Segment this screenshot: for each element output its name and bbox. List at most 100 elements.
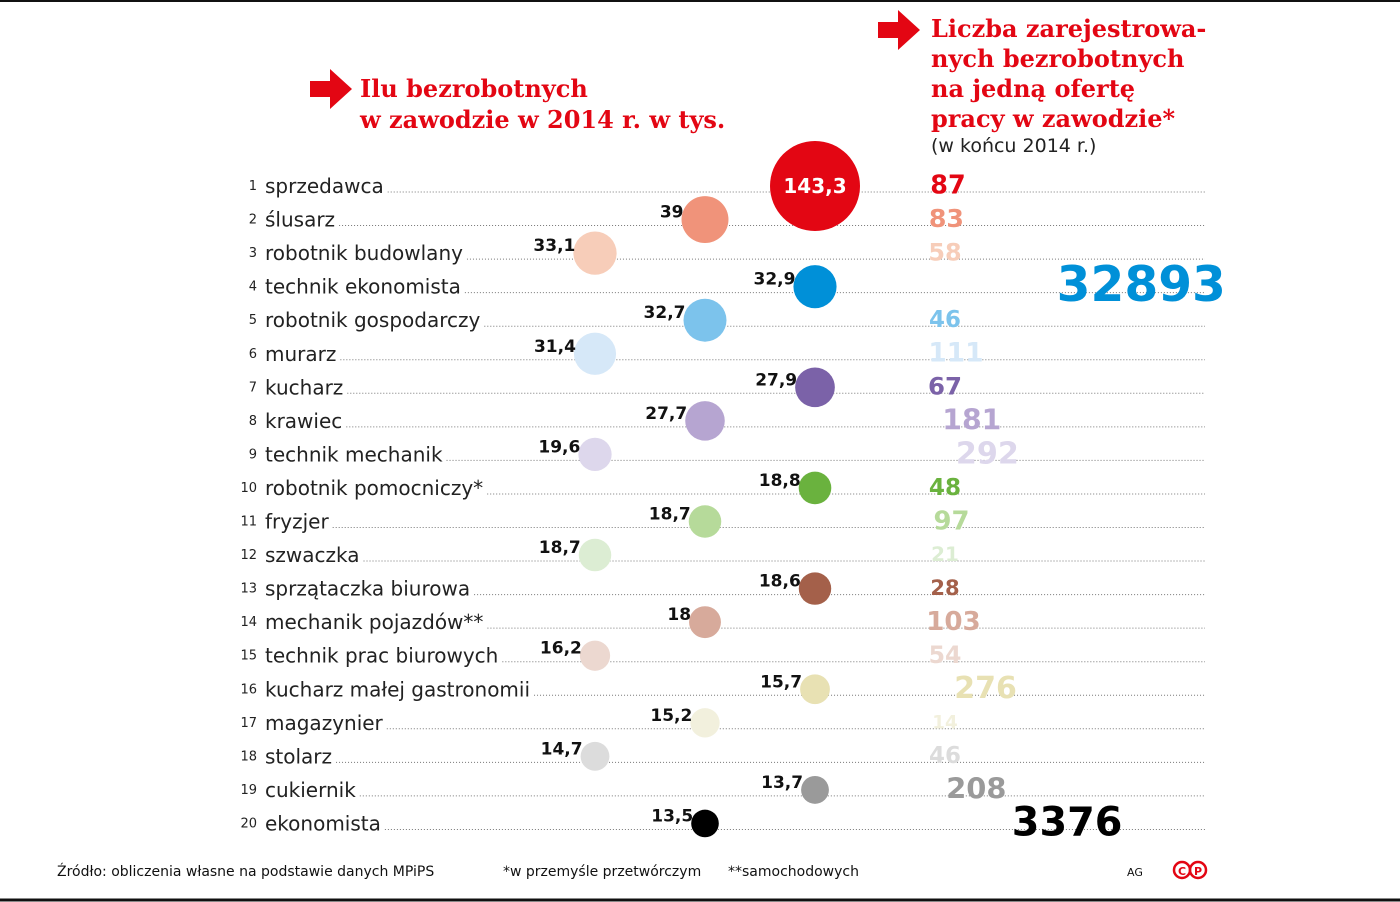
ratio-label: 111 bbox=[928, 338, 983, 369]
value-label: 33,1 bbox=[533, 236, 575, 256]
category-label: sprzedawca bbox=[265, 174, 384, 198]
ratio-label: 103 bbox=[926, 607, 981, 637]
bubble bbox=[798, 572, 832, 605]
ratio-label: 181 bbox=[942, 403, 1001, 436]
category-label: szwaczka bbox=[265, 543, 360, 567]
source: Źródło: obliczenia własne na podstawie d… bbox=[57, 862, 434, 880]
rank: 5 bbox=[249, 313, 257, 328]
rank: 6 bbox=[249, 347, 257, 362]
rank: 13 bbox=[240, 582, 257, 597]
bubble bbox=[793, 265, 837, 309]
ratio-label: 14 bbox=[932, 712, 957, 733]
ratio-label: 276 bbox=[954, 671, 1017, 706]
value-label: 18,7 bbox=[539, 538, 581, 558]
logo-letter: C bbox=[1178, 865, 1186, 878]
value-label: 18 bbox=[667, 605, 691, 625]
ratio-label: 21 bbox=[931, 543, 959, 566]
value-label: 14,7 bbox=[541, 739, 583, 759]
ratio-label: 87 bbox=[930, 171, 965, 201]
bubble bbox=[578, 437, 612, 472]
ratio-label: 54 bbox=[929, 641, 962, 669]
value-label: 15,2 bbox=[650, 706, 692, 726]
author: AG bbox=[1127, 866, 1143, 879]
rank: 18 bbox=[240, 749, 257, 764]
category-label: murarz bbox=[265, 342, 336, 366]
rank: 11 bbox=[240, 515, 257, 530]
bubble bbox=[688, 505, 722, 538]
value-label: 19,6 bbox=[538, 437, 580, 457]
bubble bbox=[573, 231, 617, 275]
title-right: pracy w zawodzie* bbox=[931, 104, 1176, 133]
ratio-label: 292 bbox=[956, 436, 1019, 471]
value-label: 18,8 bbox=[759, 471, 801, 491]
rank: 14 bbox=[240, 615, 257, 630]
category-label: kucharz małej gastronomii bbox=[265, 677, 530, 701]
bubble bbox=[573, 332, 617, 375]
value-label: 16,2 bbox=[540, 639, 582, 659]
rank: 4 bbox=[249, 280, 257, 295]
category-label: cukiernik bbox=[265, 778, 356, 802]
bubble bbox=[691, 809, 719, 838]
category-label: mechanik pojazdów** bbox=[265, 610, 483, 634]
value-label: 32,7 bbox=[644, 303, 686, 323]
value-label: 32,9 bbox=[753, 270, 795, 290]
ratio-label: 58 bbox=[928, 238, 961, 266]
value-label: 18,6 bbox=[759, 572, 801, 592]
value-label: 27,7 bbox=[645, 404, 687, 424]
ratio-label: 67 bbox=[928, 372, 962, 401]
rank: 16 bbox=[240, 682, 257, 697]
ratio-label: 46 bbox=[929, 307, 961, 333]
value-label: 18,7 bbox=[649, 505, 691, 525]
bubble bbox=[690, 708, 720, 738]
value-label: 143,3 bbox=[783, 174, 846, 198]
title-left: w zawodzie w 2014 r. w tys. bbox=[359, 105, 725, 134]
ratio-label: 48 bbox=[929, 475, 961, 501]
bubble bbox=[770, 141, 860, 231]
category-label: magazynier bbox=[265, 711, 384, 735]
value-label: 39 bbox=[660, 203, 684, 223]
title-right: nych bezrobotnych bbox=[931, 44, 1184, 73]
bubble bbox=[579, 640, 611, 671]
category-label: robotnik budowlany bbox=[265, 241, 463, 265]
arrow-icon bbox=[878, 10, 920, 50]
value-label: 15,7 bbox=[760, 672, 802, 692]
bubble bbox=[689, 606, 721, 639]
category-label: robotnik gospodarczy bbox=[265, 308, 480, 332]
title-right: Liczba zarejestrowa- bbox=[931, 14, 1206, 43]
arrow-icon bbox=[310, 69, 352, 109]
ratio-label: 32893 bbox=[1057, 257, 1226, 313]
category-label: ślusarz bbox=[265, 208, 335, 232]
bubble bbox=[798, 471, 832, 505]
rank: 12 bbox=[240, 548, 257, 563]
rank: 17 bbox=[240, 716, 257, 731]
rank: 2 bbox=[249, 213, 257, 228]
logo-letter: P bbox=[1194, 865, 1202, 878]
bubble bbox=[795, 367, 835, 408]
title-left: Ilu bezrobotnych bbox=[360, 74, 588, 103]
value-label: 13,5 bbox=[651, 806, 693, 826]
bubble bbox=[800, 674, 830, 705]
category-label: technik mechanik bbox=[265, 442, 443, 466]
ratio-label: 208 bbox=[946, 772, 1006, 806]
category-label: fryzjer bbox=[265, 510, 329, 534]
value-label: 27,9 bbox=[755, 370, 797, 390]
bubble bbox=[685, 401, 725, 441]
category-label: technik ekonomista bbox=[265, 275, 461, 299]
category-label: technik prac biurowych bbox=[265, 644, 498, 668]
bubble bbox=[801, 775, 829, 804]
rank: 19 bbox=[240, 783, 257, 798]
bubble bbox=[683, 298, 727, 342]
value-label: 31,4 bbox=[534, 337, 576, 357]
ratio-label: 83 bbox=[929, 204, 964, 233]
value-label: 13,7 bbox=[761, 773, 803, 793]
ratio-label: 97 bbox=[934, 506, 970, 536]
ratio-label: 28 bbox=[930, 575, 959, 600]
bubble bbox=[578, 538, 612, 572]
category-label: ekonomista bbox=[265, 811, 381, 835]
category-label: krawiec bbox=[265, 409, 342, 433]
category-label: robotnik pomocniczy* bbox=[265, 476, 483, 500]
rank: 1 bbox=[249, 179, 257, 194]
bubble bbox=[681, 196, 729, 244]
logo-ring bbox=[1188, 860, 1208, 880]
